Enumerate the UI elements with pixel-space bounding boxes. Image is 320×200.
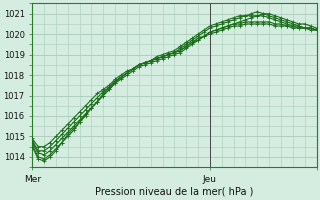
X-axis label: Pression niveau de la mer( hPa ): Pression niveau de la mer( hPa )	[95, 187, 253, 197]
